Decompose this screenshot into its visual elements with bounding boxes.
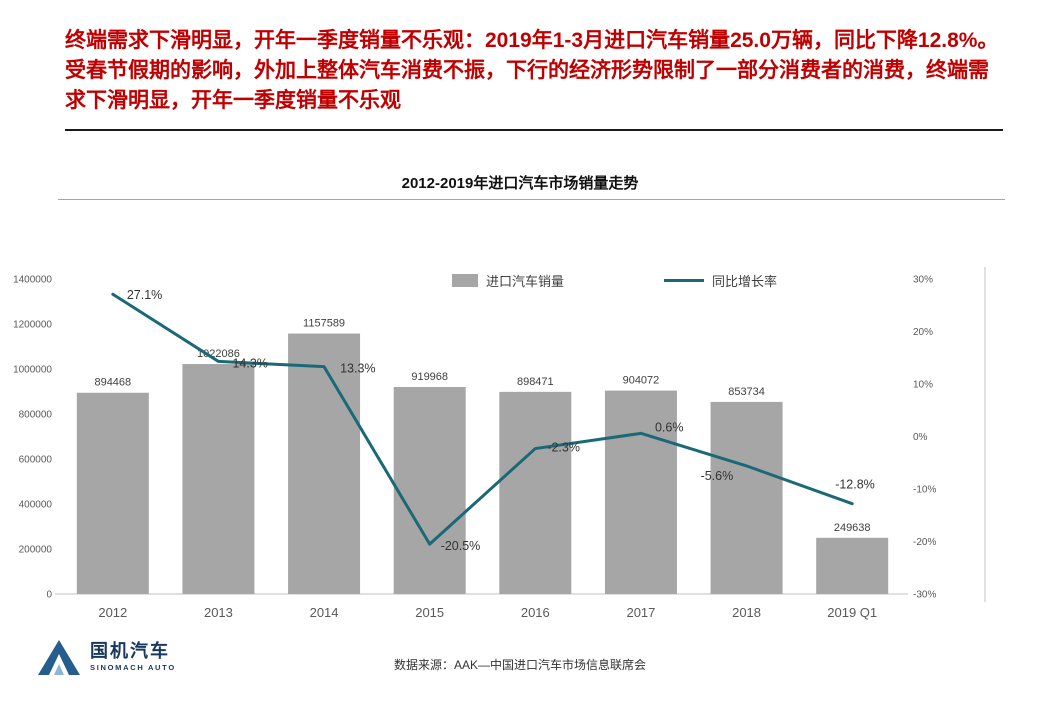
sales-trend-chart: 0 200000 400000 600000 800000 1000000 1200000 1…	[0, 237, 1040, 637]
headline-divider	[65, 129, 1003, 131]
left-axis-label: 0	[46, 590, 52, 601]
left-axis-label: 200000	[19, 545, 53, 556]
right-axis-label: 20%	[913, 327, 933, 338]
right-axis-label: 10%	[913, 380, 933, 391]
bar-2015	[393, 387, 466, 594]
bar-value-label: 919968	[411, 371, 448, 383]
bar-value-label: 904072	[623, 375, 660, 387]
right-axis-label: 30%	[913, 275, 933, 286]
right-axis-label: 0%	[913, 432, 928, 443]
growth-point-label: 27.1%	[127, 288, 162, 302]
right-axis-label: -30%	[913, 590, 936, 601]
category-label-2014: 2014	[310, 605, 339, 620]
category-label-2016: 2016	[521, 605, 550, 620]
bar-value-label: 898471	[517, 376, 554, 388]
growth-point-label: 13.3%	[340, 362, 375, 376]
growth-point-label: -5.6%	[701, 469, 734, 483]
bar-series-swatch	[452, 274, 478, 287]
chart-title-divider	[58, 199, 1005, 200]
bar-value-label: 249638	[834, 522, 871, 534]
data-source-note: 数据来源：AAK—中国进口汽车市场信息联席会	[393, 658, 646, 672]
bar-2016	[499, 391, 572, 594]
growth-point-label: 14.3%	[232, 356, 267, 370]
growth-point-label: -2.3%	[547, 441, 580, 455]
category-label-2015: 2015	[415, 605, 444, 620]
bar-2013	[182, 364, 255, 594]
legend-item-line: 同比增长率	[664, 271, 777, 290]
bar-2012	[76, 392, 149, 594]
logo-name: 国机汽车	[90, 640, 170, 661]
bar-value-label: 853734	[728, 386, 765, 398]
left-axis-label: 1000000	[13, 365, 52, 376]
left-axis-label: 600000	[19, 455, 53, 466]
page-headline: 终端需求下滑明显，开年一季度销量不乐观：2019年1-3月进口汽车销量25.0万…	[65, 29, 999, 112]
chart-title: 2012-2019年进口汽车市场销量走势	[401, 175, 639, 192]
logo-subtitle: SINOMACH AUTO	[90, 662, 176, 672]
left-axis-label: 400000	[19, 500, 53, 511]
sinomach-logo-icon	[38, 640, 80, 675]
category-label-2019 Q1: 2019 Q1	[827, 605, 877, 620]
chart-canvas: 0 200000 400000 600000 800000 1000000 1200000 1…	[13, 267, 986, 620]
line-series-swatch	[664, 279, 705, 282]
category-label-2017: 2017	[626, 605, 655, 620]
bar-value-label: 894468	[94, 377, 131, 389]
legend-bar-label: 进口汽车销量	[486, 274, 565, 289]
bar-2014	[288, 333, 361, 594]
bar-2019 Q1	[816, 537, 889, 594]
chart-legend: 进口汽车销量 同比增长率	[452, 271, 777, 290]
bar-value-label: 1157589	[303, 318, 345, 330]
growth-point-label: 0.6%	[655, 420, 684, 434]
company-logo: 国机汽车 SINOMACH AUTO	[36, 636, 176, 678]
right-axis-label: -10%	[913, 485, 936, 496]
category-label-2012: 2012	[98, 605, 127, 620]
right-axis-label: -20%	[913, 537, 936, 548]
growth-point-label: -20.5%	[441, 539, 481, 553]
left-axis-label: 800000	[19, 410, 53, 421]
growth-rate-line	[111, 292, 854, 546]
legend-line-label: 同比增长率	[712, 274, 778, 289]
left-axis-label: 1200000	[13, 320, 52, 331]
category-label-2018: 2018	[732, 605, 761, 620]
bar-2017	[604, 390, 677, 594]
left-axis-label: 1400000	[13, 275, 52, 286]
legend-item-bars: 进口汽车销量	[452, 271, 564, 290]
category-label-2013: 2013	[204, 605, 233, 620]
bar-value-label: 1022086	[197, 348, 240, 360]
bar-2018	[710, 401, 783, 594]
growth-point-label: -12.8%	[835, 478, 875, 492]
